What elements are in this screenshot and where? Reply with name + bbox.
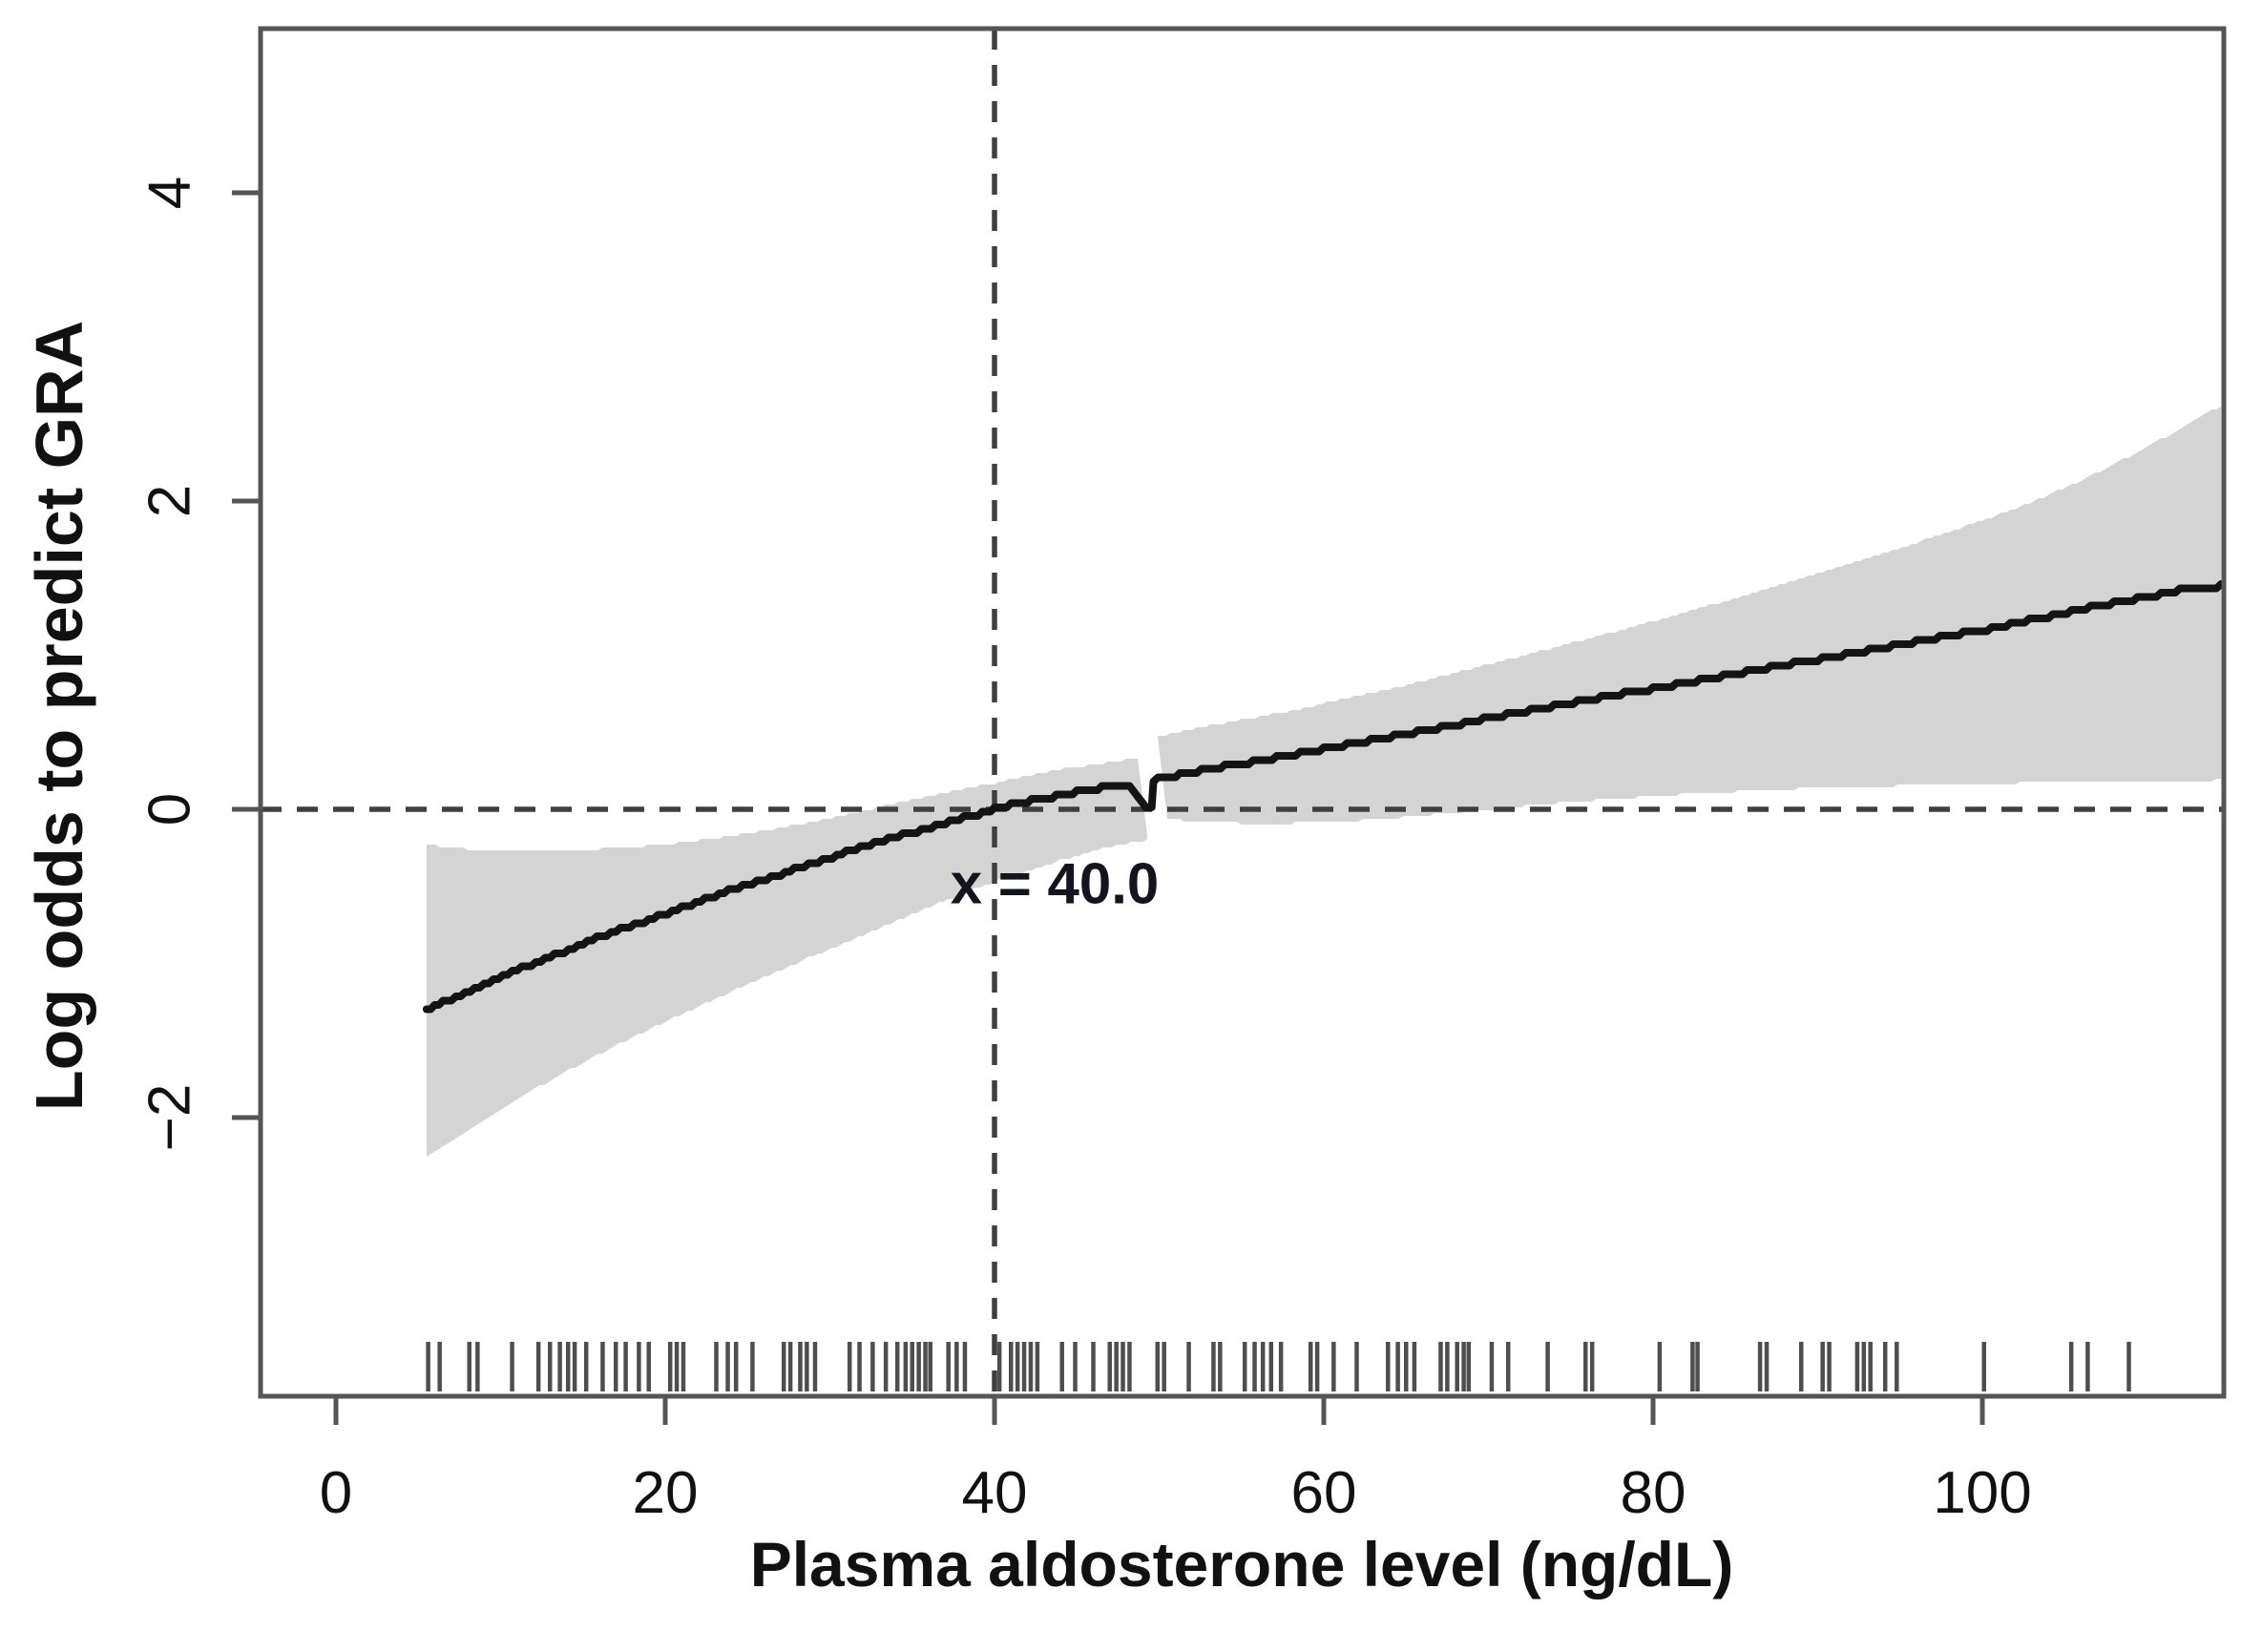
- y-tick-label: −2: [137, 1084, 203, 1152]
- y-axis-title: Log odds to predict GRA: [22, 321, 96, 1111]
- confidence-band: [1157, 407, 2222, 825]
- x-tick-label: 0: [320, 1460, 352, 1526]
- annotation-x-threshold: x = 40.0: [951, 852, 1160, 916]
- y-tick-label: 0: [137, 793, 203, 826]
- confidence-band-layer: [426, 407, 2222, 1157]
- fit-curve: [422, 580, 2226, 1014]
- rug-layer: [426, 1342, 2131, 1391]
- x-axis-title: Plasma aldosterone level (ng/dL): [750, 1529, 1734, 1600]
- confidence-band: [426, 759, 1148, 1157]
- fit-curve-layer: [422, 580, 2226, 1014]
- plot-border: [258, 26, 2227, 1399]
- axis-ticks-layer: 0 20 40 60 80 100 −2 0 2 4: [137, 177, 2032, 1526]
- x-tick-label: 100: [1933, 1460, 2031, 1526]
- x-tick-label: 20: [633, 1460, 699, 1526]
- y-tick-label: 2: [137, 485, 203, 517]
- reference-lines-layer: [261, 29, 2224, 1396]
- x-tick-label: 40: [962, 1460, 1028, 1526]
- x-tick-label: 60: [1291, 1460, 1357, 1526]
- y-tick-label: 4: [137, 177, 203, 209]
- x-tick-label: 80: [1621, 1460, 1686, 1526]
